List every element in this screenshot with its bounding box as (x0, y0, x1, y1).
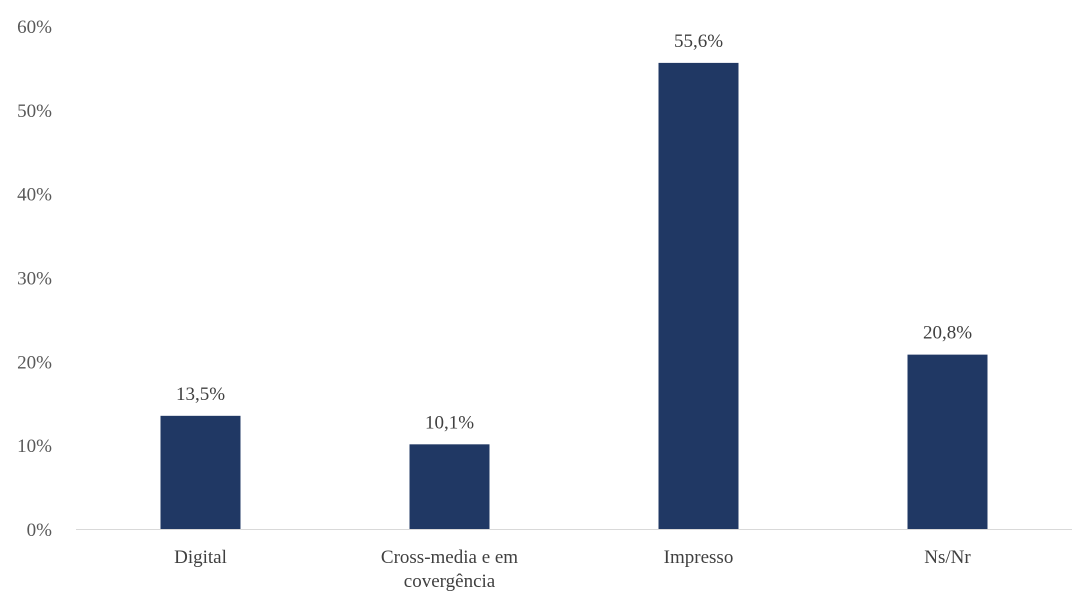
data-label: 55,6% (674, 31, 723, 52)
x-tick-label-line: Ns/Nr (924, 547, 971, 568)
bar (658, 62, 739, 530)
y-tick-label: 10% (17, 436, 52, 457)
data-label: 13,5% (176, 384, 225, 405)
x-tick-label: Impresso (664, 547, 734, 568)
bars-group (160, 62, 988, 530)
y-tick-label: 40% (17, 185, 52, 206)
x-tick-label: Cross-media e em covergência (381, 547, 518, 592)
x-tick-label: Ns/Nr (924, 547, 971, 568)
data-label: 20,8% (923, 323, 972, 344)
x-tick-label: Digital (174, 547, 227, 568)
data-labels-group: 13,5% 10,1% 55,6% 20,8% (176, 31, 972, 433)
y-tick-label: 20% (17, 352, 52, 373)
x-tick-label-line: Impresso (664, 547, 734, 568)
x-tick-label-line: covergência (404, 571, 496, 592)
y-tick-label: 0% (27, 520, 53, 541)
y-axis-ticks: 0% 10% 20% 30% 40% 50% 60% (17, 17, 52, 541)
x-tick-label-line: Digital (174, 547, 227, 568)
bar (409, 444, 490, 529)
bar (160, 415, 241, 529)
bar (907, 354, 988, 529)
x-tick-label-line: Cross-media e em (381, 547, 518, 568)
data-label: 10,1% (425, 412, 474, 433)
y-tick-label: 50% (17, 101, 52, 122)
category-labels-group: Digital Cross-media e em covergência Impres… (174, 547, 971, 592)
y-tick-label: 60% (17, 17, 52, 38)
y-tick-label: 30% (17, 269, 52, 290)
